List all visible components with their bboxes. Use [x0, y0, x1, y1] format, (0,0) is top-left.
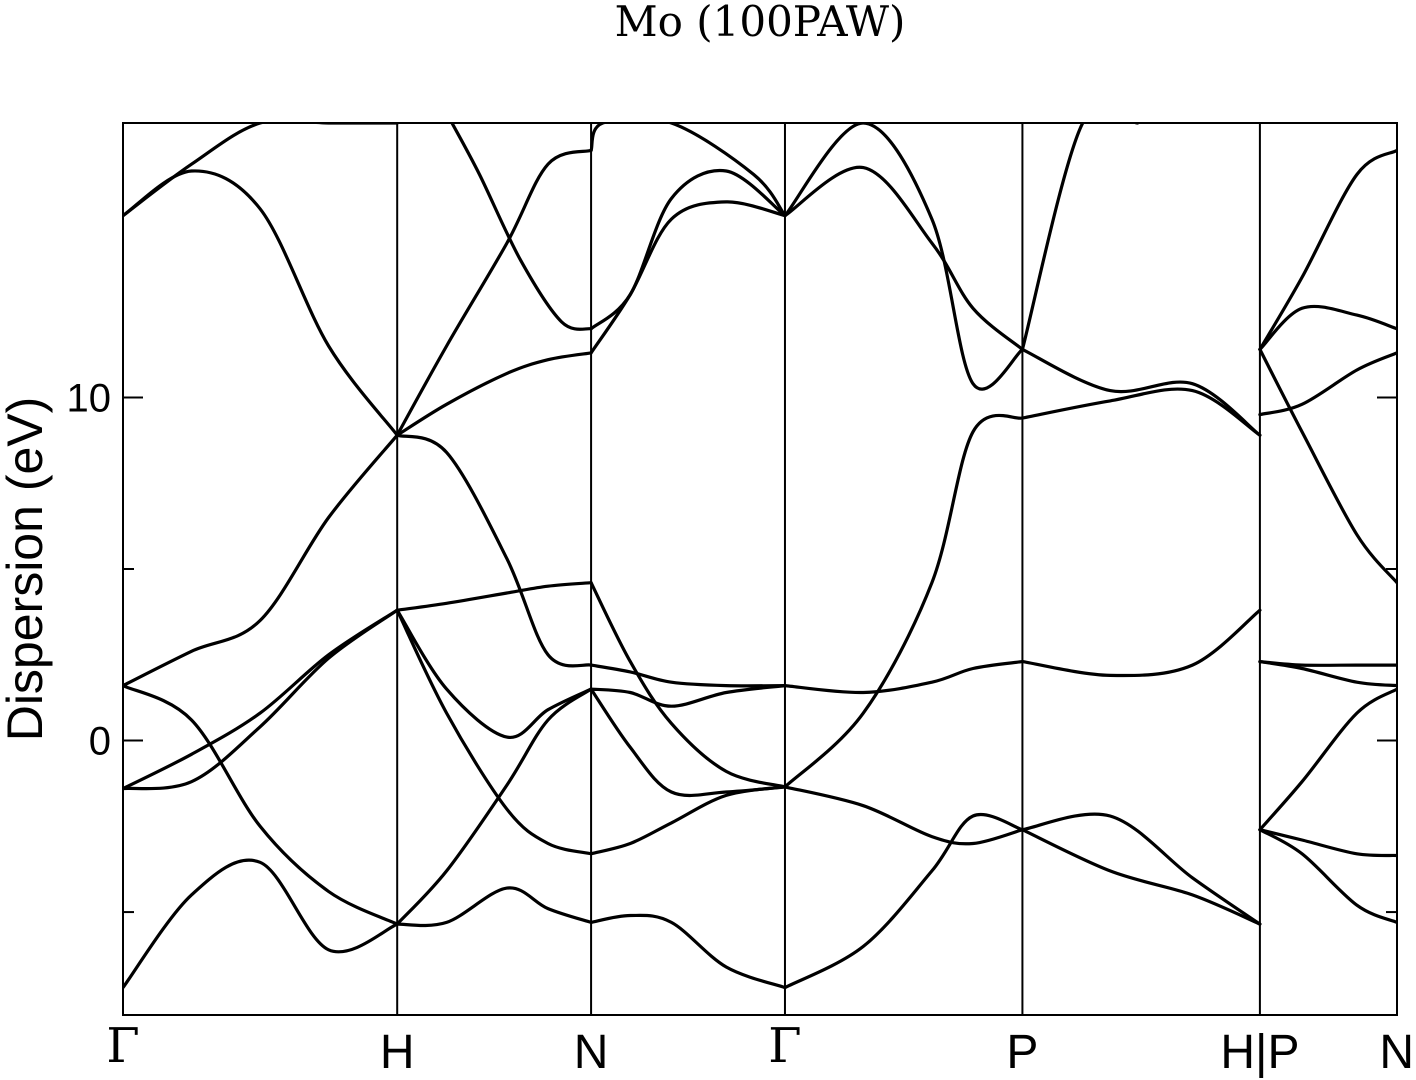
band-line: [123, 608, 399, 791]
band-line: [1020, 828, 1262, 926]
band-line: [395, 608, 593, 856]
plot-frame: [122, 122, 1398, 1016]
band-line: [1258, 828, 1397, 924]
band-line: [1258, 660, 1397, 688]
kpoint-separators: [396, 123, 1261, 1015]
band-line: [123, 684, 399, 926]
band-line: [395, 608, 593, 739]
chart-title: Mo (100PAW): [615, 0, 906, 46]
x-tick-label: H|P: [1220, 1026, 1299, 1079]
band-line: [395, 433, 593, 668]
band-line: [1020, 387, 1262, 437]
y-axis-ticks: 10 0: [67, 376, 1397, 914]
band-line: [783, 165, 1024, 351]
x-tick-label: P: [1006, 1026, 1038, 1079]
band-line: [123, 169, 399, 437]
band-line: [1258, 351, 1397, 417]
band-line: [1020, 812, 1262, 926]
band-line: [395, 148, 593, 437]
band-line: [395, 581, 593, 612]
band-lines: [123, 123, 1397, 990]
band-line: [589, 168, 787, 331]
band-line: [783, 123, 1024, 391]
band-line: [123, 123, 399, 218]
band-line: [783, 812, 1024, 990]
band-line: [395, 687, 593, 926]
band-line: [589, 581, 787, 789]
band-line: [395, 886, 593, 928]
y-tick-label: 10: [67, 376, 112, 420]
x-tick-label: N: [574, 1026, 609, 1079]
band-line: [589, 200, 787, 355]
band-line: [783, 413, 1024, 789]
band-line: [1020, 608, 1262, 678]
band-line: [1258, 828, 1397, 858]
band-line: [1020, 347, 1262, 437]
band-line: [589, 684, 787, 708]
band-line: [395, 351, 593, 437]
band-line: [589, 663, 787, 688]
y-tick-label: 0: [89, 720, 111, 764]
band-line: [783, 660, 1024, 695]
band-line: [1258, 148, 1397, 351]
band-line: [450, 123, 593, 331]
x-tick-label: H: [380, 1026, 415, 1079]
band-line: [1258, 687, 1397, 832]
band-line: [123, 858, 399, 990]
band-line: [1258, 304, 1397, 351]
band-line: [783, 785, 1024, 846]
y-axis-label: Dispersion (eV): [0, 397, 53, 742]
x-tick-label: N: [1379, 1026, 1414, 1079]
band-line: [1020, 123, 1140, 351]
band-line: [589, 913, 787, 990]
band-line: [589, 687, 787, 798]
band-line: [589, 123, 787, 218]
band-line: [1258, 347, 1397, 585]
x-axis-kpoint-labels: Γ H N Γ P H|P N: [106, 1018, 1414, 1079]
band-line: [123, 433, 399, 688]
x-tick-label: Γ: [106, 1018, 139, 1074]
x-tick-label: Γ: [768, 1018, 801, 1074]
